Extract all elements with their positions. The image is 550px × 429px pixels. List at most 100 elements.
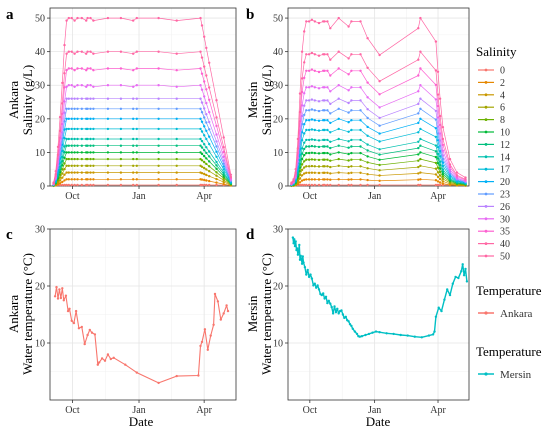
series-point-a-sal50-6 bbox=[65, 19, 68, 22]
series-point-d-mersin-35 bbox=[330, 305, 333, 309]
series-point-a-sal30-11 bbox=[80, 84, 84, 87]
series-point-a-sal20-9 bbox=[73, 117, 76, 121]
series-point-a-sal0-9 bbox=[73, 183, 76, 187]
series-point-b-sal12-23 bbox=[419, 144, 422, 147]
series-point-d-mersin-18 bbox=[306, 268, 309, 272]
legend-salinity-point-17 bbox=[484, 167, 488, 171]
series-point-a-sal40-21 bbox=[175, 52, 178, 55]
series-point-a-sal0-7 bbox=[67, 183, 71, 187]
series-point-a-sal40-6 bbox=[65, 52, 68, 55]
series-point-b-sal26-14 bbox=[326, 99, 329, 102]
series-point-b-sal0-24 bbox=[434, 183, 438, 187]
series-point-b-sal40-9 bbox=[310, 51, 314, 55]
series-point-d-mersin-68 bbox=[431, 333, 435, 336]
panel-b: b Mersin Salinity (g/L) 0 10 20 30 40 50 Oct Ja… bbox=[245, 7, 470, 202]
series-point-d-mersin-71 bbox=[437, 306, 440, 309]
series-point-b-sal50-15 bbox=[329, 27, 332, 30]
series-point-a-sal14-18 bbox=[132, 137, 135, 141]
series-point-b-sal2-20 bbox=[366, 178, 369, 182]
series-point-b-sal0-14 bbox=[326, 183, 329, 187]
series-point-a-sal10-23 bbox=[200, 152, 204, 156]
series-point-b-sal40-10 bbox=[313, 53, 316, 56]
series-point-a-sal4-7 bbox=[67, 171, 71, 174]
series-point-b-sal2-6 bbox=[303, 178, 306, 181]
series-point-a-sal0-26 bbox=[208, 183, 211, 187]
series-point-c-ankara-16 bbox=[86, 333, 89, 337]
series-point-a-sal6-13 bbox=[86, 164, 89, 167]
xlabel-c: Date bbox=[129, 414, 154, 429]
panel-c: c Ankara Water temperature (°C) 10 20 30 Oc… bbox=[6, 225, 237, 429]
series-point-b-sal14-7 bbox=[305, 138, 308, 142]
series-point-a-sal4-4 bbox=[61, 176, 64, 179]
series-point-a-sal8-8 bbox=[70, 157, 73, 161]
series-point-a-sal50-2 bbox=[56, 145, 60, 149]
series-point-a-sal35-8 bbox=[70, 67, 73, 70]
series-point-b-sal6-20 bbox=[366, 167, 369, 170]
x-tick-label-d-0: Oct bbox=[303, 405, 318, 416]
series-point-b-sal50-3 bbox=[296, 137, 300, 141]
series-point-d-mersin-40 bbox=[337, 312, 340, 315]
series-point-a-sal0-25 bbox=[205, 183, 208, 187]
series-point-d-mersin-29 bbox=[322, 292, 325, 295]
series-point-b-sal30-28 bbox=[448, 168, 452, 172]
series-point-a-sal26-24 bbox=[203, 107, 206, 110]
series-point-d-mersin-25 bbox=[316, 284, 319, 287]
series-point-b-sal35-6 bbox=[303, 76, 306, 80]
series-point-a-sal35-6 bbox=[65, 69, 68, 72]
series-point-b-sal6-19 bbox=[359, 165, 362, 168]
series-point-d-mersin-66 bbox=[420, 336, 423, 339]
series-point-b-sal35-22 bbox=[417, 74, 420, 77]
series-point-a-sal4-18 bbox=[132, 171, 135, 174]
series-point-a-sal4-20 bbox=[157, 171, 160, 174]
series-point-d-mersin-77 bbox=[454, 275, 457, 279]
series-point-a-sal8-23 bbox=[200, 159, 204, 162]
series-point-b-sal10-20 bbox=[366, 155, 369, 158]
series-point-c-ankara-25 bbox=[109, 357, 113, 361]
series-point-b-sal50-29 bbox=[455, 171, 459, 174]
series-point-d-mersin-75 bbox=[448, 293, 452, 297]
series-point-a-sal6-8 bbox=[70, 164, 73, 167]
series-point-b-sal8-18 bbox=[350, 158, 353, 161]
series-point-d-mersin-76 bbox=[451, 282, 454, 285]
series-point-a-sal0-15 bbox=[92, 183, 95, 187]
series-point-b-sal14-27 bbox=[441, 168, 445, 171]
series-point-c-ankara-43 bbox=[226, 309, 230, 313]
series-point-d-mersin-55 bbox=[360, 335, 364, 338]
series-point-a-sal14-25 bbox=[205, 146, 208, 149]
series-point-b-sal8-17 bbox=[347, 159, 350, 162]
series-point-b-sal8-24 bbox=[434, 161, 438, 165]
series-point-a-sal0-10 bbox=[76, 183, 79, 187]
series-point-a-sal17-6 bbox=[65, 127, 68, 131]
series-point-a-sal35-14 bbox=[89, 67, 92, 70]
series-point-a-sal17-22 bbox=[199, 127, 202, 131]
series-point-a-sal14-15 bbox=[92, 137, 95, 141]
series-point-a-sal23-16 bbox=[106, 107, 110, 111]
series-point-a-sal4-23 bbox=[200, 172, 204, 175]
series-point-d-mersin-23 bbox=[313, 282, 316, 285]
series-point-b-sal20-9 bbox=[310, 118, 314, 121]
series-point-b-sal30-21 bbox=[378, 106, 381, 109]
series-point-c-ankara-41 bbox=[222, 312, 225, 315]
series-point-b-sal40-26 bbox=[438, 114, 442, 118]
series-point-d-mersin-60 bbox=[378, 331, 381, 334]
panel-a: a Ankara Salinity (g/L) 0 10 20 30 40 50 Oct Ja… bbox=[6, 7, 237, 202]
series-point-b-sal17-13 bbox=[323, 128, 326, 132]
series-point-a-sal30-21 bbox=[175, 85, 178, 89]
series-point-a-sal8-10 bbox=[76, 157, 79, 161]
series-point-a-sal8-21 bbox=[175, 157, 178, 161]
series-point-b-sal6-23 bbox=[419, 164, 422, 167]
panel-letter-c: c bbox=[6, 227, 13, 243]
series-point-b-sal12-20 bbox=[366, 149, 369, 152]
series-point-b-sal6-5 bbox=[300, 168, 304, 172]
series-point-a-sal14-22 bbox=[199, 137, 202, 141]
series-point-c-ankara-37 bbox=[212, 323, 215, 326]
series-point-d-mersin-17 bbox=[305, 273, 308, 276]
series-point-b-sal10-5 bbox=[300, 157, 304, 161]
series-point-a-sal23-19 bbox=[135, 107, 138, 111]
series-point-c-ankara-22 bbox=[100, 357, 104, 360]
series-point-a-sal6-24 bbox=[203, 166, 206, 170]
series-point-b-sal26-24 bbox=[434, 109, 438, 113]
series-point-a-sal14-24 bbox=[203, 143, 206, 146]
series-point-a-sal30-8 bbox=[70, 84, 73, 87]
